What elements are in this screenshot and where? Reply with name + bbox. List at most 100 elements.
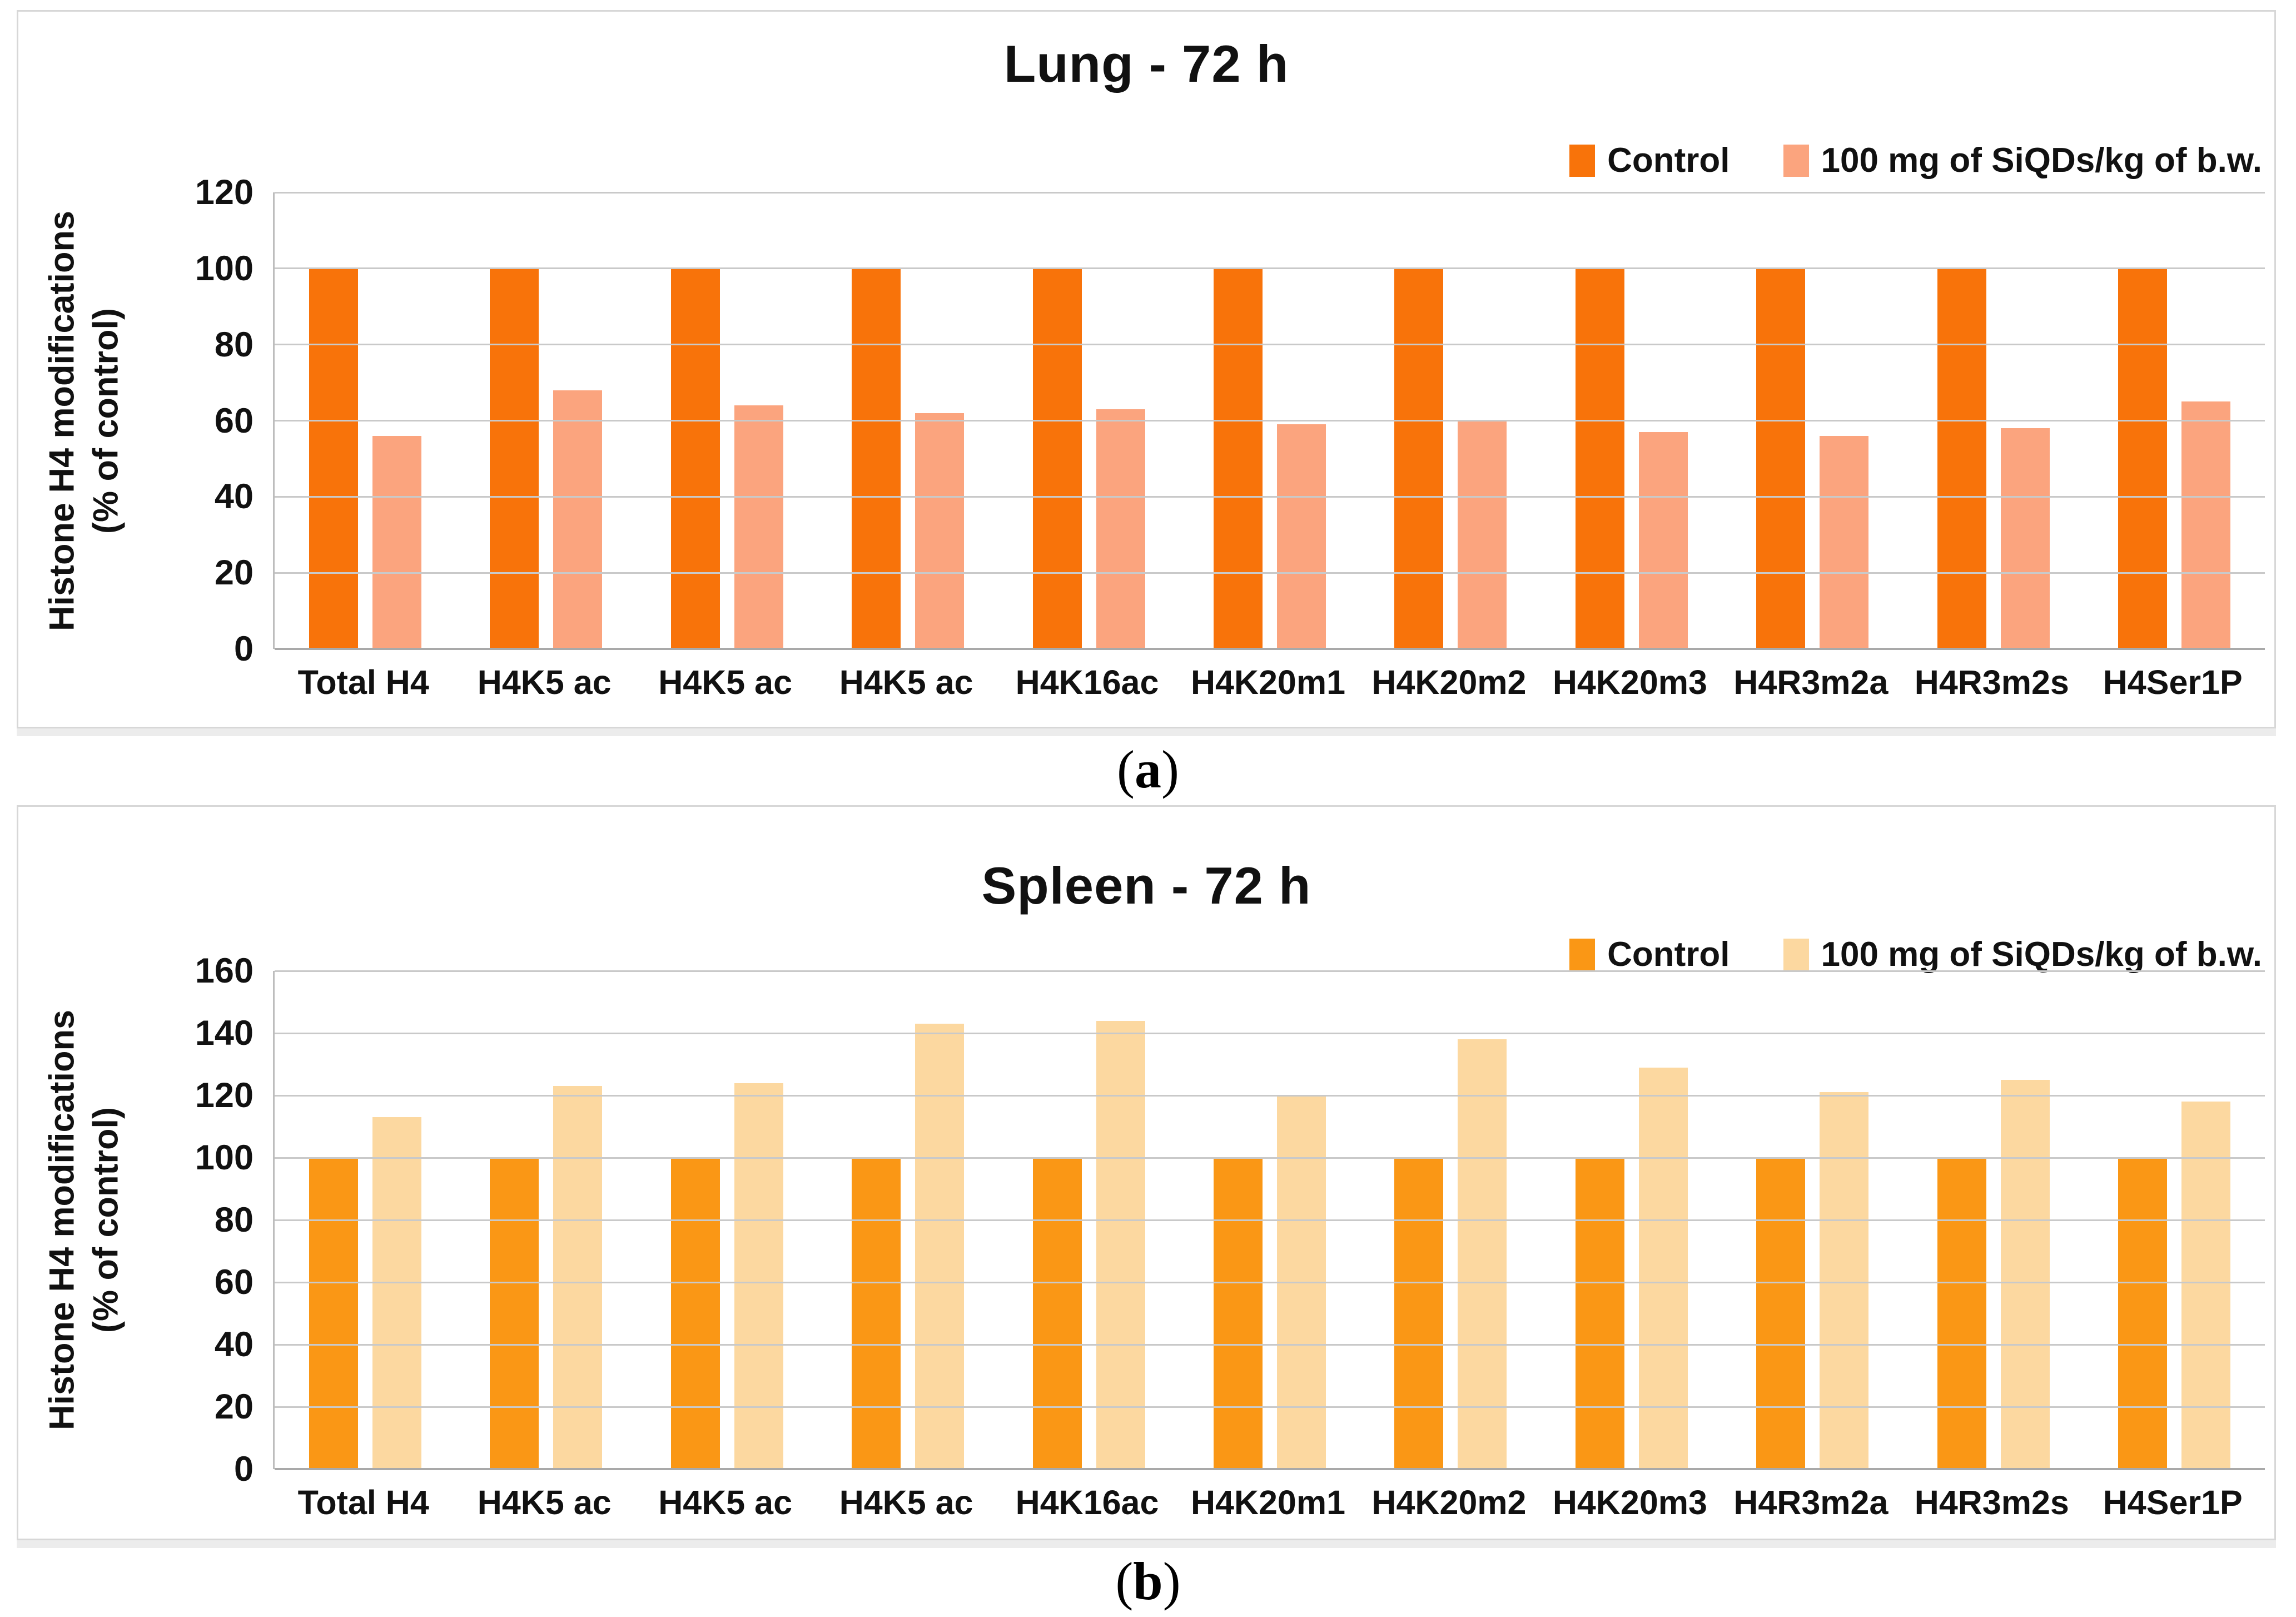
bar-group-H4K5 ac [637,971,817,1469]
category-label-H4K20m2: H4K20m2 [1371,1484,1527,1521]
bar-group-H4K5 ac [455,971,636,1469]
bar-group-H4Ser1P [2084,192,2265,649]
bars-container [275,971,2265,1469]
legend-entry: Control [1569,141,1730,180]
category-label-H4K20m3: H4K20m3 [1552,663,1707,701]
y-tick-60: 60 [214,401,254,440]
gridline-80 [275,1219,2265,1221]
y-tick-60: 60 [214,1263,254,1302]
bar-group-H4K20m3 [1541,971,1722,1469]
legend-label: 100 mg of SiQDs/kg of b.w. [1821,935,2263,974]
bar-Control-H4K20m3 [1575,1158,1624,1469]
bar-100 mg of SiQDs/kg of b.w.-H4R3m2s [2000,1080,2050,1469]
legend-swatch [1569,144,1596,177]
y-tick-20: 20 [214,553,254,593]
y-tick-140: 140 [195,1014,254,1053]
category-label-H4K16ac: H4K16ac [1015,663,1159,701]
legend-swatch [1783,938,1809,971]
legend: Control 100 mg of SiQDs/kg of b.w. [1569,935,2262,974]
bar-100 mg of SiQDs/kg of b.w.-H4K5 ac [553,390,603,649]
gridline-40 [275,1343,2265,1346]
legend-entry: 100 mg of SiQDs/kg of b.w. [1783,141,2262,180]
bar-100 mg of SiQDs/kg of b.w.-H4Ser1P [2181,1102,2231,1469]
y-tick-100: 100 [195,249,254,288]
bar-Control-Total H4 [309,268,358,649]
bar-Control-H4K20m2 [1394,268,1444,649]
bar-100 mg of SiQDs/kg of b.w.-H4R3m2a [1820,435,1869,649]
gridline-100 [275,1157,2265,1159]
chart-title: Spleen - 72 h [981,856,1311,915]
legend-label: Control [1607,141,1730,180]
y-tick-40: 40 [214,1325,254,1364]
bar-100 mg of SiQDs/kg of b.w.-H4K5 ac [915,1024,965,1469]
bar-100 mg of SiQDs/kg of b.w.-H4K16ac [1096,1020,1145,1469]
bar-group-H4K16ac [998,192,1179,649]
category-label-H4K5 ac: H4K5 ac [839,663,973,701]
bar-100 mg of SiQDs/kg of b.w.-H4K5 ac [553,1086,603,1469]
bar-Control-H4K5 ac [670,1158,720,1469]
category-label-H4K20m3: H4K20m3 [1552,1484,1707,1521]
category-label-H4R3m2s: H4R3m2s [1914,1484,2069,1521]
category-label-H4K5 ac: H4K5 ac [477,663,612,701]
bar-100 mg of SiQDs/kg of b.w.-H4K20m2 [1458,1039,1507,1469]
gridline-140 [275,1032,2265,1034]
gridline-120 [275,191,2265,194]
chart-panel-spleen: Spleen - 72 h Control 100 mg of SiQDs/kg … [17,805,2276,1540]
category-axis: Total H4 H4K5 ac H4K5 ac H4K5 ac H4K16ac H4K2… [273,1483,2263,1522]
bar-100 mg of SiQDs/kg of b.w.-H4K5 ac [734,1083,783,1469]
category-label-H4K20m1: H4K20m1 [1190,663,1346,701]
bar-100 mg of SiQDs/kg of b.w.-H4K5 ac [734,405,783,649]
category-label-H4R3m2s: H4R3m2s [1914,663,2069,701]
y-tick-0: 0 [233,629,254,668]
caption-a: (a) [1117,740,1179,799]
gridline-60 [275,1281,2265,1283]
bar-100 mg of SiQDs/kg of b.w.-H4Ser1P [2181,401,2231,649]
y-tick-80: 80 [214,1201,254,1239]
bar-Control-H4K20m2 [1394,1158,1444,1469]
gridline-0 [275,648,2265,650]
y-tick-0: 0 [233,1450,254,1489]
bar-100 mg of SiQDs/kg of b.w.-H4K20m2 [1458,420,1507,649]
y-tick-40: 40 [214,477,254,517]
category-label-H4K5 ac: H4K5 ac [658,1484,793,1521]
chart-title: Lung - 72 h [1003,34,1289,93]
category-label-H4Ser1P: H4Ser1P [2103,663,2243,701]
gridline-60 [275,420,2265,421]
category-label-H4K5 ac: H4K5 ac [477,1484,612,1521]
bar-group-H4K20m2 [1360,192,1541,649]
bar-Control-H4R3m2s [1937,1158,1986,1469]
y-tick-20: 20 [214,1387,254,1426]
bar-group-H4Ser1P [2084,971,2265,1469]
legend: Control 100 mg of SiQDs/kg of b.w. [1569,141,2262,180]
y-tick-80: 80 [214,325,254,364]
category-label-H4Ser1P: H4Ser1P [2103,1484,2243,1521]
gridline-40 [275,495,2265,498]
bar-100 mg of SiQDs/kg of b.w.-H4K20m3 [1638,1067,1688,1469]
category-label-H4K20m1: H4K20m1 [1190,1484,1346,1521]
bar-100 mg of SiQDs/kg of b.w.-H4K16ac [1096,409,1145,649]
bar-Control-H4Ser1P [2118,1158,2168,1469]
bar-group-H4R3m2s [1903,192,2084,649]
bar-group-H4K5 ac [817,192,998,649]
y-tick-120: 120 [195,1076,254,1115]
bars-container [275,192,2265,649]
bar-100 mg of SiQDs/kg of b.w.-H4R3m2s [2000,428,2050,649]
bar-Control-H4K20m3 [1575,268,1624,649]
legend-swatch [1569,938,1596,971]
bar-Control-H4R3m2a [1756,1158,1806,1469]
bar-Control-Total H4 [309,1158,358,1469]
plot-area: 0 20 40 60 80 100 120 140 160 [195,951,2265,1489]
bar-100 mg of SiQDs/kg of b.w.-H4R3m2a [1820,1092,1869,1469]
category-label-H4K16ac: H4K16ac [1015,1484,1159,1521]
category-label-H4K5 ac: H4K5 ac [658,663,793,701]
y-tick-100: 100 [195,1138,254,1177]
bar-100 mg of SiQDs/kg of b.w.-H4K5 ac [915,413,965,649]
y-axis-label-line: Histone H4 modifications [42,210,82,632]
bar-Control-H4K5 ac [852,1158,901,1469]
plot-area: 0 20 40 60 80 100 120 [195,173,2265,668]
category-label-H4R3m2a: H4R3m2a [1733,1484,1889,1521]
bar-100 mg of SiQDs/kg of b.w.-H4K20m1 [1276,424,1326,649]
bar-Control-H4R3m2s [1937,268,1986,649]
bar-group-Total H4 [275,192,455,649]
category-label-H4K20m2: H4K20m2 [1371,663,1527,701]
